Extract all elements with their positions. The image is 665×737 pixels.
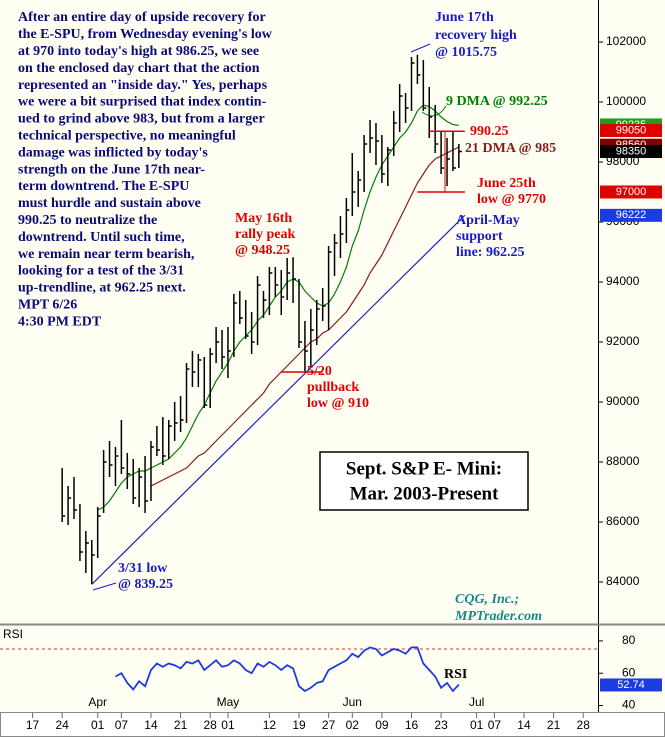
annotation: 21 DMA @ 985: [465, 141, 556, 156]
commentary-line: the E-SPU, from Wednesday evening's low: [18, 27, 273, 42]
commentary-line: damage was inflicted by today's: [18, 145, 208, 160]
trendline: [91, 214, 466, 585]
annotation: @ 839.25: [118, 577, 173, 592]
x-tick-label: 21: [174, 718, 188, 732]
annotation: May 16th: [235, 211, 292, 226]
month-label: Jul: [469, 695, 484, 709]
commentary-line: 990.25 to neutralize the: [18, 213, 157, 228]
x-tick-label: 07: [115, 718, 129, 732]
x-tick-label: 28: [577, 718, 591, 732]
x-tick-label: 01: [91, 718, 105, 732]
x-tick-label: 02: [346, 718, 360, 732]
y-tick-label: 94000: [606, 274, 640, 288]
y-tick-label: 102000: [606, 34, 646, 48]
annotation: recovery high: [435, 28, 517, 43]
x-tick-label: 16: [405, 718, 419, 732]
y-tick-label: 86000: [606, 514, 640, 528]
commentary-line: we remain near term bearish,: [18, 247, 194, 262]
rsi-last-label: 52.74: [617, 679, 645, 691]
ma9-line: [97, 104, 459, 511]
commentary-line: up-trendline, at 962.25 next.: [18, 281, 186, 296]
x-tick-label: 28: [204, 718, 218, 732]
y-tick-label: 100000: [606, 94, 646, 108]
rsi-last-box: [600, 678, 662, 692]
x-tick-label: 23: [434, 718, 448, 732]
price-box-label: 99050: [616, 124, 647, 136]
month-label: Apr: [88, 695, 107, 709]
annotation: support: [456, 229, 503, 244]
annotation: 9 DMA @ 992.25: [446, 94, 548, 109]
commentary-line: technical perspective, no meaningful: [18, 129, 236, 144]
price-box-label: 96222: [616, 209, 647, 221]
rsi-line: [115, 646, 460, 693]
commentary-line: downtrend. Until such time,: [18, 230, 185, 245]
x-tick-label: 14: [517, 718, 531, 732]
commentary-line: on the enclosed day chart that the actio…: [18, 61, 260, 76]
y-tick-label: 88000: [606, 454, 640, 468]
annotation: pullback: [307, 380, 359, 395]
annotation: @ 948.25: [235, 243, 290, 258]
rsi-tick-label: 60: [622, 665, 636, 679]
y-tick-label: 84000: [606, 574, 640, 588]
y-tick-label: 92000: [606, 334, 640, 348]
title-box: [319, 451, 529, 511]
title: Sept. S&P E- Mini:: [346, 458, 502, 479]
commentary-line: 4:30 PM EDT: [18, 314, 102, 329]
x-tick-label: 21: [547, 718, 561, 732]
x-tick-label: 01: [221, 718, 235, 732]
commentary-line: MPT 6/26: [18, 298, 77, 313]
annotation: June 17th: [435, 10, 494, 25]
commentary-line: looking for a test of the 3/31: [18, 264, 184, 279]
commentary-line: at 970 into today's high at 986.25, we s…: [18, 44, 259, 59]
annotation: @ 1015.75: [435, 45, 497, 60]
x-tick-label: 12: [263, 718, 277, 732]
price-box: [600, 185, 662, 199]
annotation: low @ 910: [307, 396, 369, 411]
x-tick-label: 17: [26, 718, 40, 732]
price-box: [600, 145, 662, 158]
commentary-line: we were a bit surprised that index conti…: [18, 95, 267, 110]
price-box: [600, 124, 662, 137]
month-label: Jun: [343, 695, 362, 709]
leader: [92, 582, 117, 591]
commentary-line: strength on the June 17th near-: [18, 162, 205, 177]
title: Mar. 2003-Present: [350, 483, 499, 504]
annotation: 3/31 low: [118, 561, 168, 576]
y-tick-label: 90000: [606, 394, 640, 408]
price-box: [600, 208, 662, 222]
panel-label: RSI: [3, 627, 23, 641]
commentary-line: ued to grind above 983, but from a large…: [18, 112, 265, 127]
x-tick-label: 01: [470, 718, 484, 732]
source: MPTrader.com: [454, 609, 542, 624]
price-box-label: 98350: [616, 145, 647, 157]
x-tick-label: 24: [55, 718, 69, 732]
leader: [410, 43, 431, 53]
x-tick-label: 07: [488, 718, 502, 732]
rsi-tick-label: 40: [622, 698, 636, 712]
annotation: line: 962.25: [456, 245, 524, 260]
annotation: low @ 9770: [477, 192, 546, 207]
commentary-line: must hurdle and sustain above: [18, 196, 201, 211]
annotation: April-May: [456, 213, 520, 228]
month-label: May: [217, 695, 240, 709]
annotation: June 25th: [477, 176, 536, 191]
price-box-label: 97000: [616, 186, 647, 198]
x-tick-label: 19: [292, 718, 306, 732]
commentary-line: term downtrend. The E-SPU: [18, 179, 189, 194]
annotation: rally peak: [235, 227, 295, 242]
x-tick-label: 09: [375, 718, 389, 732]
commentary-line: After an entire day of upside recovery f…: [18, 10, 266, 25]
x-tick-label: 14: [144, 718, 158, 732]
source: CQG, Inc.;: [455, 592, 519, 607]
annotation: RSI: [444, 667, 467, 682]
x-tick-label: 27: [322, 718, 336, 732]
annotation: 990.25: [470, 124, 509, 139]
commentary-line: represented an "inside day." Yes, perhap…: [18, 78, 268, 93]
rsi-tick-label: 80: [622, 633, 636, 647]
